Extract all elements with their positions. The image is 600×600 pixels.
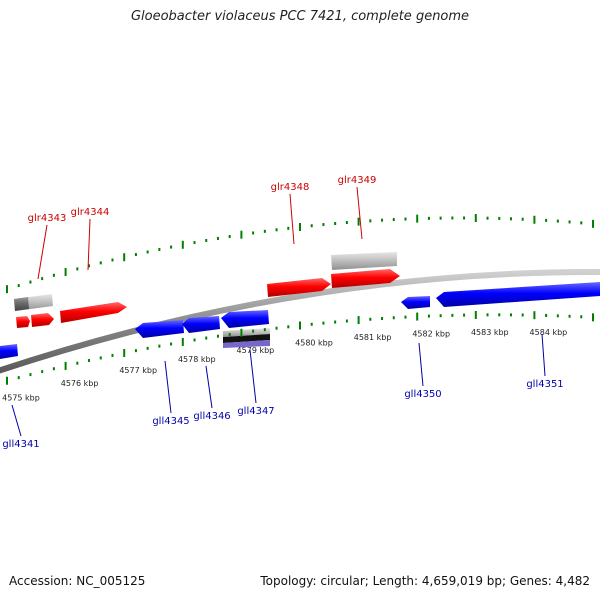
gene-arrow-gll4350[interactable] (401, 296, 430, 309)
rna-feature-gll4347-purple (223, 340, 270, 348)
gene-labels: glr4343 glr4344 glr4348 glr4349 gll4341 gll43… (2, 175, 563, 450)
scale-label: 4584 kbp (530, 328, 568, 337)
gene-arrow-gll4341[interactable] (0, 344, 18, 359)
genome-backbone (0, 268, 600, 374)
scale-label: 4580 kbp (295, 339, 333, 348)
gene-leader-line (87, 218, 91, 271)
gene-arrow-gll4346[interactable] (182, 316, 220, 333)
scale-label: 4575 kbp (2, 394, 40, 403)
upper-scale-ticks (6, 214, 594, 294)
reverse-strand-track (0, 282, 600, 359)
gene-label-gll4345[interactable]: gll4345 (152, 416, 189, 427)
scale-label: 4577 kbp (119, 366, 157, 375)
gene-leader-line (37, 224, 48, 280)
map-title: Gloeobacter violaceus PCC 7421, complete… (130, 9, 470, 24)
gene-leader-line (249, 349, 257, 404)
accession-label: Accession: NC_005125 (9, 574, 146, 588)
gene-label-gll4351[interactable]: gll4351 (526, 379, 563, 390)
gene-leader-line (11, 404, 22, 437)
gene-leader-line (356, 186, 363, 240)
gene-label-gll4346[interactable]: gll4346 (193, 411, 230, 422)
gene-arrow-gll4351[interactable] (436, 282, 600, 307)
gene-leader-line (418, 342, 424, 387)
gene-label-glr4348[interactable]: glr4348 (271, 182, 310, 193)
scale-label: 4579 kbp (237, 346, 275, 355)
gene-label-gll4347[interactable]: gll4347 (237, 406, 274, 417)
scale-label: 4581 kbp (354, 333, 392, 342)
gene-leader-line (205, 365, 213, 409)
genome-summary-label: Topology: circular; Length: 4,659,019 bp… (260, 574, 590, 588)
scale-label: 4578 kbp (178, 355, 216, 364)
gene-label-glr4349[interactable]: glr4349 (338, 175, 377, 186)
scale-label: 4582 kbp (412, 330, 450, 339)
gene-label-glr4343[interactable]: glr4343 (28, 213, 67, 224)
rna-feature-glr4349[interactable] (331, 252, 397, 270)
forward-strand-track (14, 252, 400, 328)
scale-label: 4576 kbp (61, 379, 99, 388)
rna-feature-left-dark (14, 297, 29, 311)
gene-label-gll4350[interactable]: gll4350 (404, 389, 441, 400)
gene-arrow-glr4343[interactable] (16, 316, 30, 328)
gene-arrow-glr4343b[interactable] (31, 313, 54, 327)
scale-labels: 4575 kbp 4576 kbp 4577 kbp 4578 kbp 4579 kbp… (2, 328, 567, 403)
lower-scale-ticks (6, 310, 594, 385)
scale-label: 4583 kbp (471, 328, 509, 337)
gene-arrow-glr4348[interactable] (267, 278, 331, 297)
gene-label-glr4344[interactable]: glr4344 (71, 207, 110, 218)
gene-leader-line (289, 193, 295, 245)
gene-arrow-gll4347[interactable] (221, 310, 269, 328)
gene-arrow-gll4345[interactable] (135, 320, 184, 338)
gene-arrow-glr4349[interactable] (331, 269, 400, 288)
gene-leader-line (164, 360, 172, 414)
gene-leader-line (541, 333, 546, 377)
gene-label-gll4341[interactable]: gll4341 (2, 439, 39, 450)
gene-arrow-glr4344[interactable] (60, 302, 127, 323)
